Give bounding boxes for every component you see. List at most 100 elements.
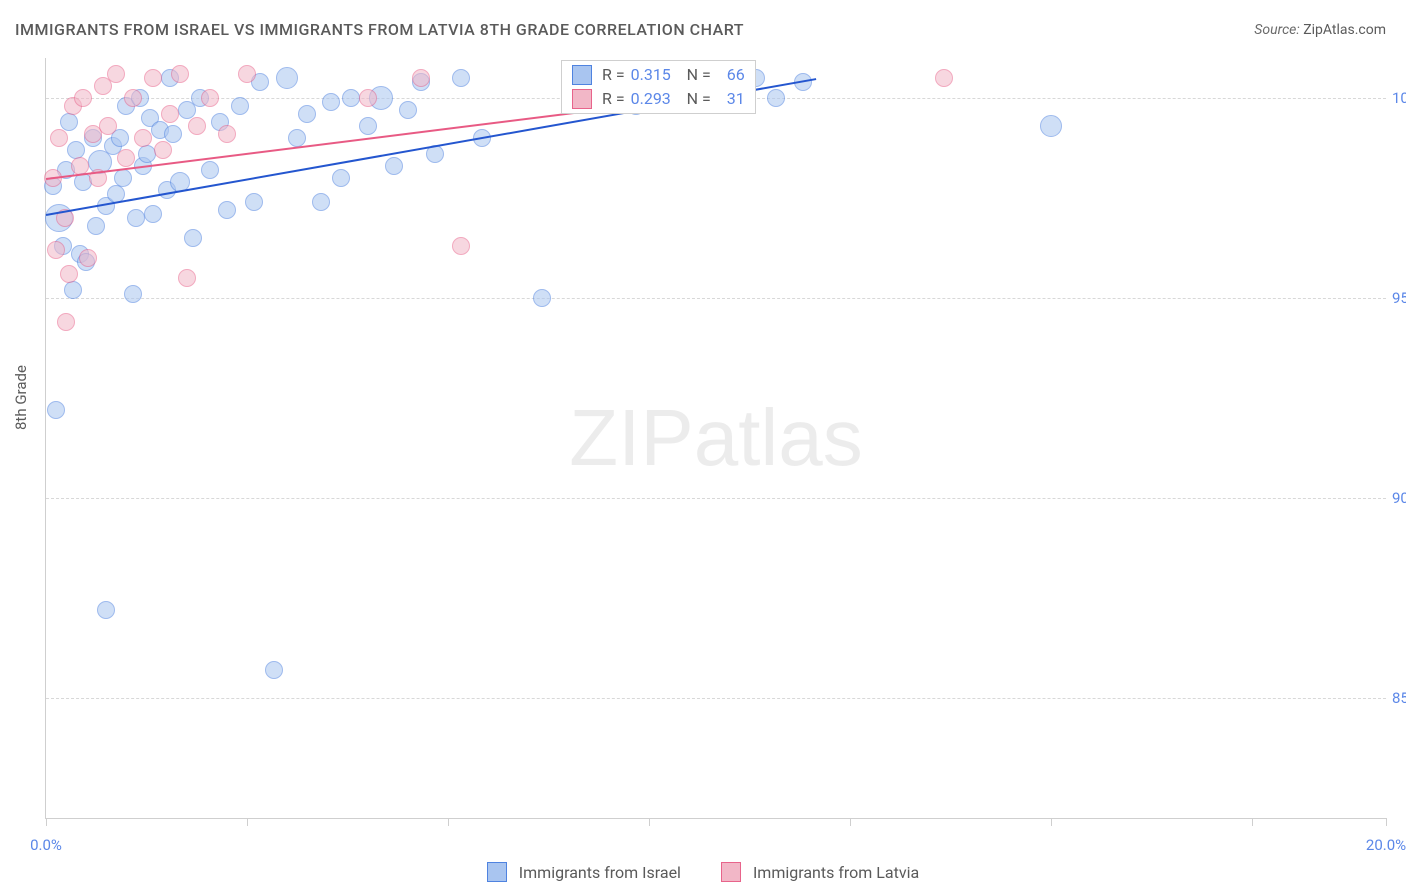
point-israel xyxy=(127,209,145,227)
y-tick-label: 90.0% xyxy=(1392,489,1406,507)
legend-n-label: N = xyxy=(687,87,711,111)
legend-stats-row: R = 0.293N =31 xyxy=(572,87,745,111)
source-attribution: Source: ZipAtlas.com xyxy=(1254,22,1386,38)
point-latvia xyxy=(359,89,377,107)
x-tick xyxy=(448,818,449,826)
x-tick xyxy=(247,818,248,826)
legend-bottom: Immigrants from Israel Immigrants from La… xyxy=(0,862,1406,882)
point-israel xyxy=(124,285,142,303)
point-israel xyxy=(288,129,306,147)
x-tick xyxy=(649,818,650,826)
legend-bottom-item: Immigrants from Latvia xyxy=(721,862,919,882)
x-tick xyxy=(1051,818,1052,826)
point-latvia xyxy=(47,241,65,259)
point-israel xyxy=(201,161,219,179)
legend-series-label: Immigrants from Israel xyxy=(519,863,681,882)
x-tick xyxy=(850,818,851,826)
legend-r-label: R = xyxy=(602,87,625,111)
y-axis-title: 8th Grade xyxy=(12,365,30,430)
point-latvia xyxy=(124,89,142,107)
point-israel xyxy=(164,125,182,143)
point-israel xyxy=(218,201,236,219)
gridline-h xyxy=(46,498,1386,499)
point-israel xyxy=(97,601,115,619)
x-tick xyxy=(1386,818,1387,826)
point-latvia xyxy=(50,129,68,147)
source-name: ZipAtlas.com xyxy=(1303,22,1386,38)
point-israel xyxy=(276,67,298,89)
legend-r-value: 0.293 xyxy=(631,87,681,111)
point-israel xyxy=(359,117,377,135)
point-israel xyxy=(144,205,162,223)
point-israel xyxy=(332,169,350,187)
point-latvia xyxy=(60,265,78,283)
legend-swatch xyxy=(572,89,592,109)
y-tick-label: 95.0% xyxy=(1392,289,1406,307)
legend-n-label: N = xyxy=(687,63,711,87)
point-latvia xyxy=(178,269,196,287)
legend-n-value: 66 xyxy=(717,63,745,87)
point-latvia xyxy=(99,117,117,135)
point-israel xyxy=(452,69,470,87)
point-israel xyxy=(138,145,156,163)
point-latvia xyxy=(107,65,125,83)
point-latvia xyxy=(134,129,152,147)
point-latvia xyxy=(79,249,97,267)
point-latvia xyxy=(218,125,236,143)
point-israel xyxy=(322,93,340,111)
gridline-h xyxy=(46,298,1386,299)
x-tick xyxy=(1252,818,1253,826)
y-tick-label: 100.0% xyxy=(1392,89,1406,107)
watermark-text: ZIPatlas xyxy=(569,392,862,484)
point-israel xyxy=(184,229,202,247)
point-israel xyxy=(385,157,403,175)
point-israel xyxy=(312,193,330,211)
legend-swatch xyxy=(487,862,507,882)
y-tick-label: 85.0% xyxy=(1392,689,1406,707)
point-latvia xyxy=(201,89,219,107)
scatter-plot-area: ZIPatlas 85.0%90.0%95.0%100.0%0.0%20.0%R… xyxy=(45,58,1386,819)
x-tick-label: 20.0% xyxy=(1366,836,1406,854)
point-latvia xyxy=(117,149,135,167)
legend-stats-row: R = 0.315N =66 xyxy=(572,63,745,87)
point-israel xyxy=(67,141,85,159)
point-latvia xyxy=(74,89,92,107)
point-israel xyxy=(767,89,785,107)
point-latvia xyxy=(57,313,75,331)
point-latvia xyxy=(238,65,256,83)
point-israel xyxy=(298,105,316,123)
point-latvia xyxy=(144,69,162,87)
point-latvia xyxy=(161,105,179,123)
point-israel xyxy=(265,661,283,679)
point-israel xyxy=(60,113,78,131)
point-israel xyxy=(231,97,249,115)
legend-r-label: R = xyxy=(602,63,625,87)
point-latvia xyxy=(154,141,172,159)
x-tick xyxy=(46,818,47,826)
point-latvia xyxy=(171,65,189,83)
x-tick-label: 0.0% xyxy=(30,836,62,854)
point-israel xyxy=(342,89,360,107)
point-israel xyxy=(533,289,551,307)
legend-series-label: Immigrants from Latvia xyxy=(753,863,919,882)
legend-stats-box: R = 0.315N =66 R = 0.293N =31 xyxy=(561,60,756,114)
legend-n-value: 31 xyxy=(717,87,745,111)
point-israel xyxy=(114,169,132,187)
point-israel xyxy=(64,281,82,299)
point-latvia xyxy=(188,117,206,135)
point-israel xyxy=(87,217,105,235)
point-israel xyxy=(1040,115,1062,137)
legend-bottom-item: Immigrants from Israel xyxy=(487,862,681,882)
legend-swatch xyxy=(721,862,741,882)
point-latvia xyxy=(452,237,470,255)
chart-title: IMMIGRANTS FROM ISRAEL VS IMMIGRANTS FRO… xyxy=(15,20,744,39)
point-latvia xyxy=(935,69,953,87)
point-latvia xyxy=(412,69,430,87)
gridline-h xyxy=(46,698,1386,699)
legend-r-value: 0.315 xyxy=(631,63,681,87)
point-israel xyxy=(399,101,417,119)
point-israel xyxy=(245,193,263,211)
source-prefix: Source: xyxy=(1254,22,1299,38)
point-israel xyxy=(47,401,65,419)
legend-swatch xyxy=(572,65,592,85)
